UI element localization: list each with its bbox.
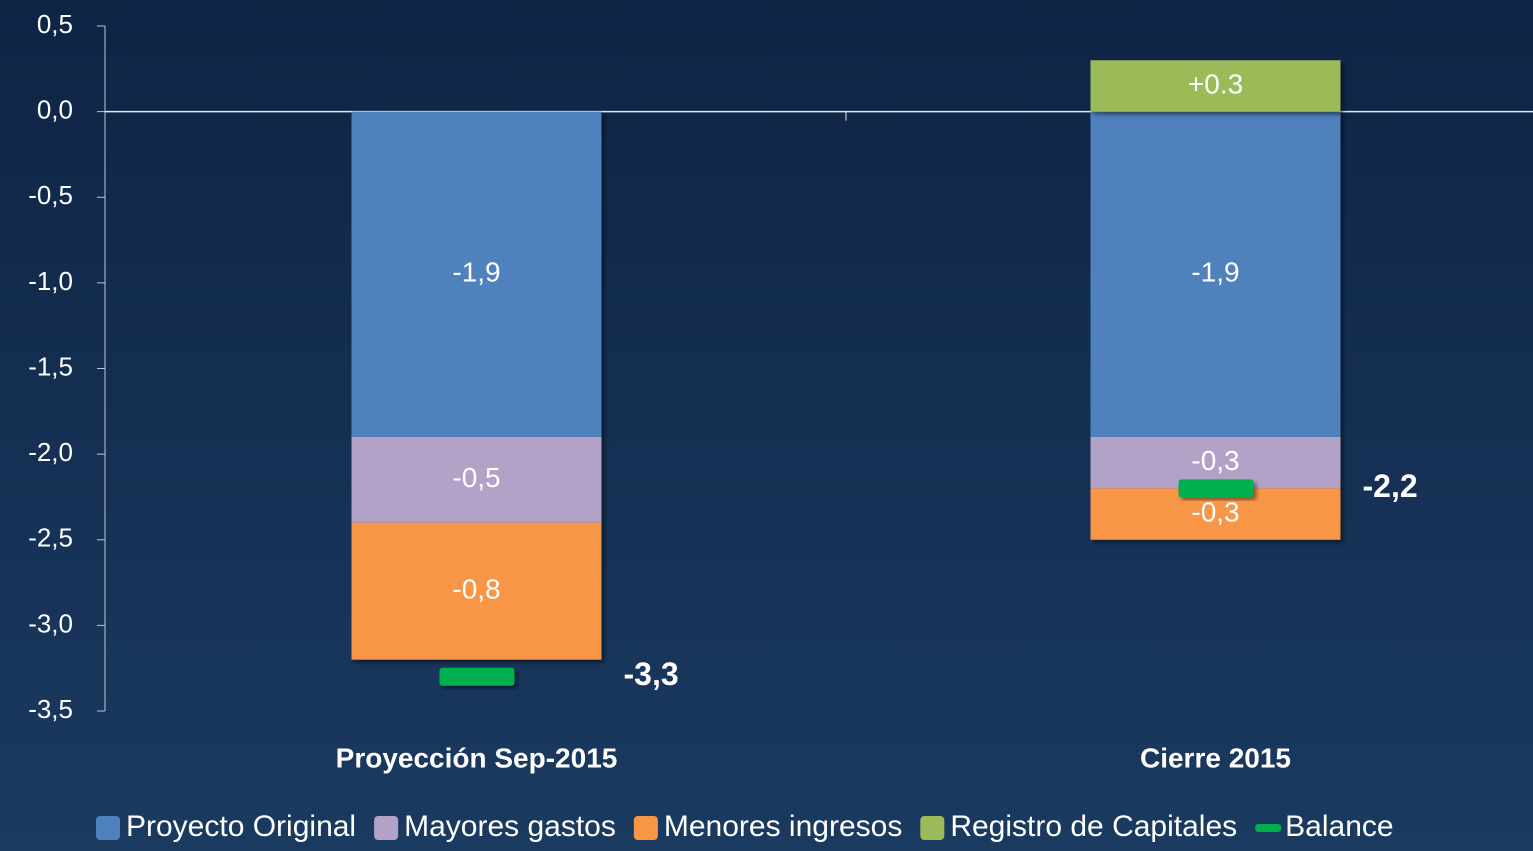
legend-label: Balance [1285, 810, 1393, 843]
y-tick-label: -0,5 [28, 180, 73, 210]
legend-swatch [633, 816, 658, 840]
bar-segment [351, 111, 602, 437]
legend-swatch [920, 816, 945, 840]
bar-value-label: -0,8 [452, 574, 500, 605]
y-tick-label: -2,5 [28, 523, 73, 553]
bar-value-label: -1,9 [1191, 257, 1239, 288]
y-tick-label: -3,0 [28, 608, 73, 638]
x-tick-label: Cierre 2015 [1140, 742, 1291, 773]
legend-swatch [374, 816, 399, 840]
legend-label: Menores ingresos [664, 810, 902, 843]
y-tick-label: 0,5 [37, 9, 73, 39]
y-tick-label: 0,0 [37, 95, 73, 125]
bar-value-label: -1,9 [452, 257, 500, 288]
bar-value-label: -0,3 [1191, 445, 1239, 476]
legend: Proyecto Original Mayores gastos Menores i… [96, 810, 1394, 843]
y-tick-label: -2,0 [28, 437, 73, 467]
legend-swatch [96, 816, 120, 840]
x-tick-label: Proyección Sep-2015 [336, 742, 618, 773]
y-tick-label: -3,5 [28, 694, 73, 724]
balance-label: -2,2 [1363, 468, 1418, 504]
legend-label: Registro de Capitales [950, 810, 1237, 843]
y-tick-label: -1,0 [28, 266, 73, 296]
bar-segment [351, 437, 602, 523]
bar-value-label: +0.3 [1188, 68, 1243, 99]
bar-value-label: -0,5 [452, 462, 500, 493]
balance-label: -3,3 [624, 656, 679, 692]
bar-segment [351, 522, 602, 660]
legend-label: Proyecto Original [126, 810, 356, 843]
bar-segment [1090, 111, 1341, 437]
balance-marker [439, 667, 515, 686]
bar-value-label: -0,3 [1191, 496, 1239, 527]
bar-segment [1090, 60, 1341, 112]
y-tick-label: -1,5 [28, 351, 73, 381]
legend-label: Mayores gastos [404, 810, 616, 843]
legend-swatch [1255, 824, 1282, 832]
balance-marker [1178, 479, 1254, 498]
